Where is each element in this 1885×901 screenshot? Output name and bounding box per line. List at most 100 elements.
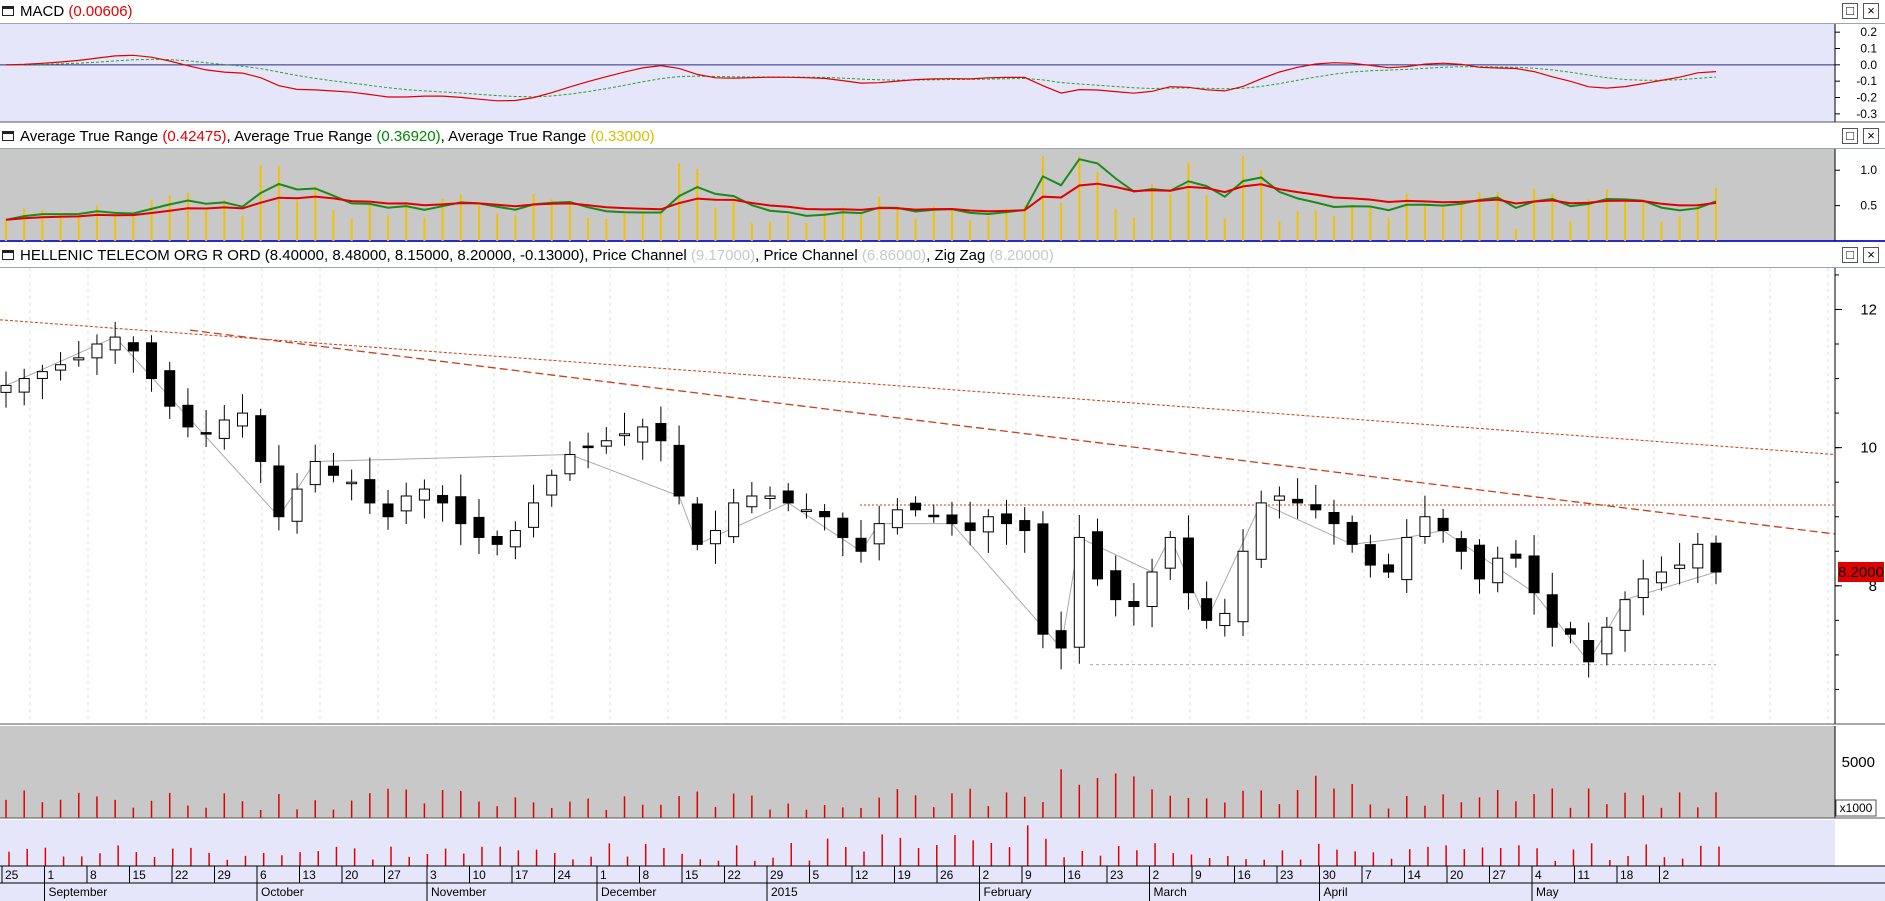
candle-body — [1292, 498, 1304, 504]
panel-window-icon — [2, 131, 14, 141]
candle-body — [146, 342, 158, 380]
candle-body — [255, 415, 267, 462]
price-maximize-button[interactable]: □ — [1842, 247, 1858, 263]
last-price-tag — [1838, 562, 1884, 582]
candle-body — [873, 523, 885, 545]
candle-body — [1055, 630, 1067, 649]
candle-body — [600, 440, 612, 447]
time-day-label: 8 — [643, 868, 650, 882]
time-day-label: 27 — [388, 868, 402, 882]
candle-body — [1437, 517, 1449, 532]
candle-body — [946, 514, 958, 525]
time-day-label: 17 — [515, 868, 529, 882]
secondary-volume-area — [0, 820, 1835, 866]
panel-window-icon — [2, 250, 14, 260]
candle-body — [619, 433, 631, 437]
candle-body — [746, 495, 758, 508]
atr-value-2: (0.36920) — [376, 128, 441, 145]
candle-body — [655, 422, 667, 442]
candle-body — [1383, 564, 1395, 573]
candle-body — [1419, 516, 1431, 538]
time-day-label: 9 — [1025, 868, 1032, 882]
time-day-label: 25 — [5, 868, 19, 882]
candle-body — [637, 426, 649, 443]
candle-body — [1601, 626, 1613, 655]
atr-panel-title: Average True Range (0.42475), Average Tr… — [20, 128, 655, 145]
candle-body — [1164, 536, 1176, 569]
candle-body — [673, 444, 685, 497]
macd-maximize-button[interactable]: □ — [1842, 3, 1858, 19]
candle-body — [164, 370, 176, 407]
macd-panel-title: MACD (0.00606) — [20, 3, 133, 20]
atr-close-button[interactable]: × — [1863, 128, 1879, 144]
time-day-label: 16 — [1068, 868, 1082, 882]
candle-body — [273, 465, 285, 518]
time-month-label: December — [601, 885, 656, 899]
price-separator-2: , — [755, 247, 764, 264]
volume-multiplier: x1000 — [1840, 801, 1873, 815]
candle-body — [182, 404, 194, 428]
candle-body — [1637, 578, 1649, 599]
volume-multiplier-box — [1835, 799, 1877, 817]
atr-axis-label: 1.0 — [1860, 163, 1877, 177]
atr-label-1: Average True Range — [20, 128, 159, 145]
candle-body — [1455, 538, 1467, 552]
macd-series — [0, 54, 1835, 102]
candle-body — [564, 454, 576, 475]
candle-body — [1037, 523, 1049, 635]
volume-plot-area — [0, 726, 1835, 818]
time-day-label: 26 — [940, 868, 954, 882]
candle-body — [1546, 594, 1558, 628]
candle-body — [1219, 612, 1231, 627]
candle-body — [1674, 564, 1686, 569]
price-separator-1: , — [584, 247, 593, 264]
time-day-label: 13 — [303, 868, 317, 882]
zigzag-value: (8.20000) — [989, 247, 1054, 264]
volume-series — [5, 769, 1717, 818]
time-day-label: 23 — [1280, 868, 1294, 882]
candle-body — [764, 495, 776, 499]
macd-axis-label: -0.1 — [1856, 74, 1877, 88]
candle-body — [418, 488, 430, 501]
price-close-button[interactable]: × — [1863, 247, 1879, 263]
time-day-label: 24 — [558, 868, 572, 882]
macd-close-button[interactable]: × — [1863, 3, 1879, 19]
candle-body — [1328, 512, 1340, 525]
time-day-label: 2 — [983, 868, 990, 882]
time-month-label: October — [261, 885, 304, 899]
candle-body — [1255, 502, 1267, 560]
candle-body — [437, 494, 449, 504]
atr-separator-2: , — [440, 128, 449, 145]
candle-body — [1564, 628, 1576, 635]
candle-body — [0, 384, 12, 393]
time-day-label: 20 — [1450, 868, 1464, 882]
candle-body — [236, 412, 248, 427]
candle-body — [1146, 571, 1158, 608]
candle-body — [837, 517, 849, 538]
candle-body — [1310, 504, 1322, 511]
time-day-label: 23 — [1110, 868, 1124, 882]
atr-axis-label: 0.5 — [1860, 199, 1877, 213]
candle-body — [1692, 543, 1704, 569]
candle-body — [528, 502, 540, 528]
price-separator-3: , — [926, 247, 935, 264]
time-day-label: 4 — [1535, 868, 1542, 882]
candle-body — [1655, 571, 1667, 584]
time-month-label: May — [1536, 885, 1559, 899]
candle-body — [1237, 550, 1249, 623]
atr-maximize-button[interactable]: □ — [1842, 128, 1858, 144]
candle-body — [309, 460, 321, 486]
macd-y-axis: 0.2 0.1 0.0 -0.1 -0.2 -0.3 — [1835, 25, 1877, 121]
time-day-label: 22 — [175, 868, 189, 882]
macd-panel-header: MACD (0.00606) □ × — [0, 0, 1885, 24]
candle-body — [346, 481, 358, 485]
price-y-axis: 12 10 8 — [1835, 274, 1877, 690]
time-day-label: 3 — [430, 868, 437, 882]
candle-body — [327, 465, 339, 476]
time-day-label: 29 — [218, 868, 232, 882]
macd-axis-label: 0.0 — [1860, 58, 1877, 72]
price-label: HELLENIC TELECOM ORG R ORD (8.40000, 8.4… — [20, 247, 585, 264]
candle-body — [455, 496, 467, 525]
